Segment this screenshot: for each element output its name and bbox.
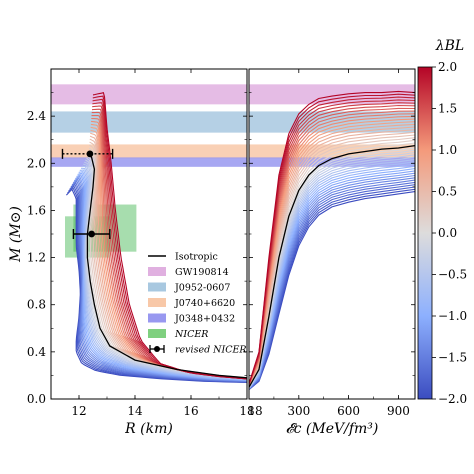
mr-curve xyxy=(81,167,247,380)
mr-curve xyxy=(83,163,247,380)
x-tick-label: 16 xyxy=(183,404,198,418)
mr-curve xyxy=(71,180,247,382)
x-tick-label: 600 xyxy=(337,404,360,418)
y-tick-label: 2.4 xyxy=(27,109,46,123)
x-tick-label: 14 xyxy=(127,404,143,418)
legend-entry: J0740+6620 xyxy=(148,298,235,309)
mass-band-gw190814 xyxy=(249,84,415,105)
legend-label: NICER xyxy=(174,329,208,340)
colorbar-tick-label: −1.5 xyxy=(438,351,467,365)
colorbar-tick-label: −1.0 xyxy=(438,309,467,323)
legend-label: J0740+6620 xyxy=(174,298,235,309)
x-tick-label: 18 xyxy=(247,404,262,418)
colorbar-tick-label: −0.5 xyxy=(438,268,467,282)
x-tick-label: 12 xyxy=(71,404,86,418)
mr-curve xyxy=(76,174,247,381)
mr-curve xyxy=(86,157,247,379)
right-panel-ticks: 18 300 600 900 xyxy=(247,69,410,418)
colorbar-gradient xyxy=(417,66,433,400)
mr-curve xyxy=(72,178,247,382)
mass-band-j0952-0607 xyxy=(51,111,247,133)
mr-curve xyxy=(77,172,247,381)
isotropic-curve-me xyxy=(249,144,415,388)
mass-band-j0740+6620 xyxy=(51,144,247,159)
x-tick-label: 300 xyxy=(287,404,310,418)
y-axis: 0.0 0.4 0.8 1.2 1.6 2.0 2.4 xyxy=(27,92,415,406)
isotropic-line xyxy=(86,153,247,379)
mr-curve xyxy=(85,159,247,380)
legend-entry: J0348+0432 xyxy=(148,313,235,325)
revised-nicer-point xyxy=(61,148,114,159)
y-tick-label: 0.8 xyxy=(27,298,46,312)
colorbar-tick-label: 1.5 xyxy=(438,102,457,116)
isotropic-curve-mr xyxy=(86,153,247,379)
colorbar-tick-label: −2.0 xyxy=(438,392,467,406)
x-tick-label: 900 xyxy=(387,404,410,418)
x-axis-label-right: 𝓔c (MeV/fm³) xyxy=(286,421,379,437)
colorbar-tick-label: 2.0 xyxy=(438,60,457,74)
mass-band-j0348+0432 xyxy=(51,157,247,167)
mr-curve xyxy=(84,161,247,380)
colorbar-label: λBL xyxy=(435,38,464,54)
colorbar-tick-label: 0.5 xyxy=(438,185,457,199)
y-tick-label: 1.6 xyxy=(27,203,46,217)
legend-label: J0348+0432 xyxy=(174,314,235,325)
colorbar-tick-label: 0.0 xyxy=(438,226,457,240)
legend-entry: revised NICER xyxy=(149,345,247,356)
legend-entry: Isotropic xyxy=(148,252,218,263)
legend-label: J0952-0607 xyxy=(174,283,230,294)
mass-energy-density-panel: 18 300 600 900 xyxy=(247,68,416,418)
legend-label: revised NICER xyxy=(175,345,247,356)
isotropic-line xyxy=(249,144,415,388)
mr-curve xyxy=(86,155,247,379)
colorbar-ticks: 2.0 1.5 1.0 0.5 0.0 −0.5 −1.0 −1.5 −2.0 xyxy=(432,60,467,406)
mr-curve-family xyxy=(65,92,247,384)
mr-curve xyxy=(73,177,247,382)
legend-entry: GW190814 xyxy=(148,267,229,278)
mr-curve xyxy=(81,165,247,380)
x-axis-label-left: R (km) xyxy=(124,421,173,437)
colorbar-tick-label: 1.0 xyxy=(438,143,457,157)
legend-label: Isotropic xyxy=(175,252,218,263)
me-curve-family xyxy=(249,90,415,391)
legend-label: GW190814 xyxy=(175,267,229,278)
revised-nicer-points xyxy=(61,148,114,239)
colorbar: 2.0 1.5 1.0 0.5 0.0 −0.5 −1.0 −1.5 −2.0 λBL xyxy=(417,38,467,406)
mass-radius-panel: 12 14 16 18 Isotropic GW190814 J0952-0607 J074… xyxy=(50,68,255,418)
y-axis-label: M (M⊙) xyxy=(8,206,24,263)
mr-curve xyxy=(75,175,247,382)
mr-curve xyxy=(79,169,247,381)
y-tick-label: 0.4 xyxy=(27,345,46,359)
legend-entry: J0952-0607 xyxy=(148,282,230,294)
mass-band-gw190814 xyxy=(51,84,247,105)
me-curve xyxy=(249,90,415,384)
legend: Isotropic GW190814 J0952-0607 J0740+6620 J03… xyxy=(148,252,247,356)
mr-curve xyxy=(78,171,247,381)
legend-entry: NICER xyxy=(148,329,208,340)
mr-curve xyxy=(92,92,247,380)
revised-nicer-point xyxy=(72,229,111,239)
y-tick-label: 1.2 xyxy=(27,251,46,265)
y-tick-label: 2.0 xyxy=(27,156,46,170)
y-tick-label: 0.0 xyxy=(27,392,46,406)
mass-band-j0348+0432 xyxy=(249,157,415,167)
x-tick-label: 18 xyxy=(239,404,254,418)
